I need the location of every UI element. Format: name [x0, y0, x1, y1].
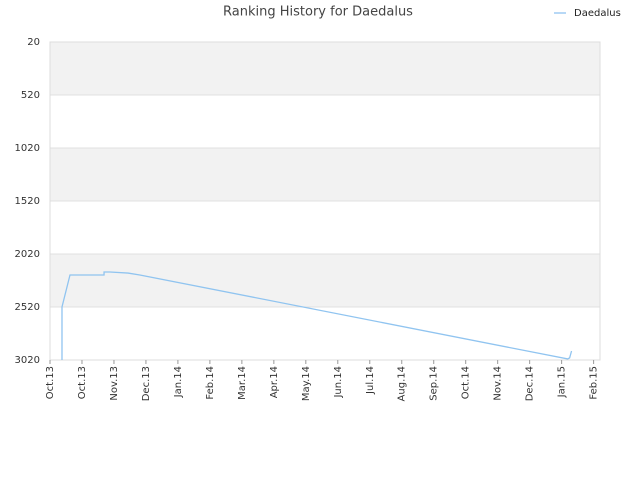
y-tick-label: 1020 — [15, 143, 40, 154]
grid-band — [50, 254, 600, 307]
y-tick-label: 20 — [27, 37, 40, 48]
x-tick-label: Dec.13 — [141, 366, 152, 401]
x-tick-label: Aug.14 — [397, 366, 408, 401]
legend-label: Daedalus — [574, 8, 621, 19]
x-tick-label: Jul.14 — [365, 366, 376, 395]
y-tick-label: 2020 — [15, 249, 40, 260]
x-tick-label: Mar.14 — [237, 366, 248, 400]
x-tick-label: Oct.13 — [77, 366, 88, 399]
y-tick-label: 1520 — [15, 196, 40, 207]
x-tick-label: May.14 — [301, 366, 312, 401]
plot-border — [49, 41, 601, 361]
x-tick-label: Nov.14 — [493, 366, 504, 401]
y-tick-label: 520 — [21, 90, 40, 101]
x-tick-label: Dec.14 — [525, 366, 536, 401]
x-tick-label: Oct.13 — [45, 366, 56, 399]
chart-title: Ranking History for Daedalus — [223, 5, 413, 20]
y-tick-label: 3020 — [15, 355, 40, 366]
x-tick-label: Feb.14 — [205, 366, 216, 400]
x-tick-label: Feb.15 — [589, 366, 600, 400]
grid-band — [50, 42, 600, 95]
x-tick-label: Apr.14 — [269, 366, 280, 398]
x-tick-label: Jun.14 — [333, 366, 344, 399]
x-tick-label: Jan.15 — [557, 366, 568, 398]
grid-band — [50, 148, 600, 201]
y-tick-label: 2520 — [15, 302, 40, 313]
x-tick-label: Nov.13 — [109, 366, 120, 401]
x-tick-label: Sep.14 — [429, 366, 440, 401]
line — [61, 271, 573, 360]
x-tick-label: Oct.14 — [461, 366, 472, 399]
x-tick-label: Jan.14 — [173, 366, 184, 398]
